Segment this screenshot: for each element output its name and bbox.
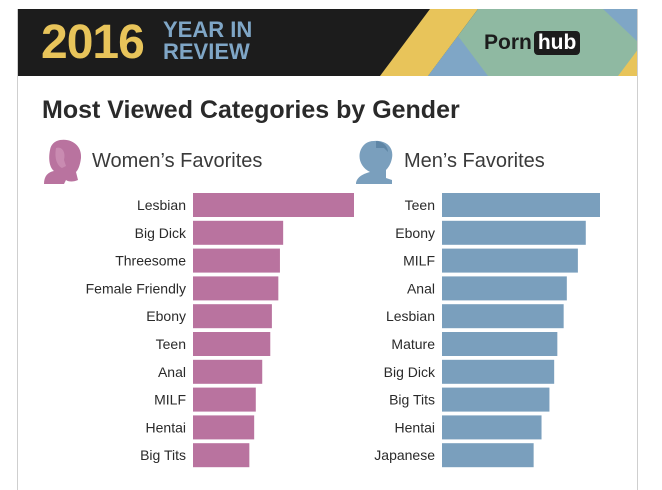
year-in-review-banner: 2016 YEAR IN REVIEW Porn hub (18, 9, 637, 76)
men-category-label: Lesbian (386, 308, 435, 324)
men-bar-ebony (442, 220, 586, 245)
men-category-label: Mature (391, 336, 435, 352)
women-bar-big-dick (193, 220, 284, 245)
women-category-label: MILF (154, 392, 186, 408)
women-bar-big-tits (193, 443, 250, 468)
men-bar-hentai (442, 415, 542, 440)
men-header: Men’s Favorites (356, 140, 545, 184)
men-category-label: Anal (407, 280, 435, 296)
women-header: Women’s Favorites (44, 139, 262, 184)
banner-decoration (380, 9, 637, 76)
men-category-label: MILF (403, 253, 435, 269)
women-category-label: Threesome (115, 253, 186, 269)
men-favorites-label: Men’s Favorites (404, 150, 545, 172)
women-category-label: Lesbian (137, 197, 186, 213)
women-bar-ebony (193, 304, 272, 329)
women-category-label: Teen (156, 336, 186, 352)
women-category-label: Big Dick (135, 225, 187, 241)
men-category-label: Big Tits (389, 392, 435, 408)
pornhub-logo: Porn hub (484, 31, 581, 55)
women-category-label: Ebony (146, 308, 186, 324)
men-bar-mature (442, 332, 558, 356)
women-bar-hentai (193, 415, 255, 440)
men-bar-group: Teen Ebony MILF Anal Lesbian Mature Big Dick Bi… (374, 193, 600, 468)
men-category-label: Teen (405, 197, 435, 213)
men-bar-big-tits (442, 387, 550, 412)
men-category-label: Big Dick (384, 364, 436, 380)
logo-right-text: hub (533, 31, 581, 55)
men-bar-japanese (442, 443, 534, 468)
woman-silhouette-icon (44, 139, 82, 184)
logo-left-text: Porn (484, 31, 532, 54)
banner-stripe-gold (380, 9, 478, 76)
women-category-label: Hentai (146, 419, 186, 435)
men-bar-big-dick (442, 359, 555, 384)
page-title: Most Viewed Categories by Gender (42, 96, 460, 124)
women-favorites-label: Women’s Favorites (92, 150, 262, 172)
men-category-label: Hentai (395, 419, 435, 435)
year-in-review-text: YEAR IN REVIEW (163, 19, 252, 63)
year-in-text: YEAR IN (163, 17, 253, 42)
women-category-label: Anal (158, 364, 186, 380)
men-bar-anal (442, 276, 567, 301)
women-bar-female-friendly (193, 276, 279, 301)
women-bar-teen (193, 332, 271, 356)
women-category-label: Female Friendly (86, 280, 186, 296)
women-bar-threesome (193, 248, 280, 273)
women-bar-lesbian (193, 193, 354, 217)
men-bar-lesbian (442, 304, 564, 329)
men-bar-teen (442, 193, 600, 217)
men-category-label: Japanese (374, 447, 435, 463)
women-bar-anal (193, 359, 263, 384)
men-category-label: Ebony (395, 225, 435, 241)
banner-stripe-green (428, 9, 637, 76)
banner-stripe-blue (428, 36, 488, 76)
women-bar-milf (193, 387, 256, 412)
women-bar-group: Lesbian Big Dick Threesome Female Friendly E… (86, 193, 354, 468)
men-bar-milf (442, 248, 578, 273)
women-category-label: Big Tits (140, 447, 186, 463)
review-text: REVIEW (163, 39, 250, 64)
year-heading: 2016 (41, 16, 145, 69)
man-silhouette-icon (356, 140, 393, 184)
banner-corner-blue (603, 9, 637, 42)
